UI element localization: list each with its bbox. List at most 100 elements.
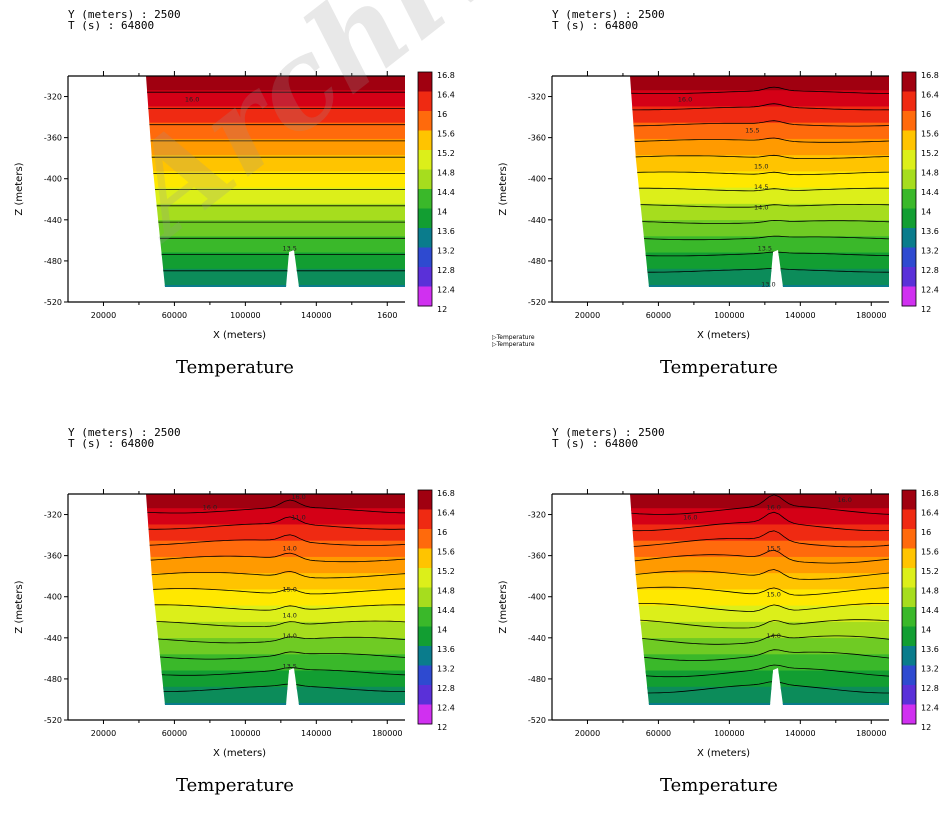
- contour-label: 16.0: [766, 503, 780, 511]
- contour-line: [630, 634, 889, 645]
- x-tick-label: 100000: [714, 729, 745, 738]
- colorbar-tick-label: 14.4: [921, 606, 939, 615]
- temperature-band: [630, 573, 889, 593]
- temperature-band: [630, 654, 889, 674]
- temperature-band: [630, 138, 889, 159]
- colorbar-tick-label: 16.8: [437, 71, 455, 80]
- temperature-band: [146, 494, 405, 512]
- colorbar-swatch: [418, 267, 432, 287]
- contour-line: [146, 636, 405, 644]
- colorbar-swatch: [418, 665, 432, 686]
- temperature-band: [630, 171, 889, 191]
- temperature-band: [630, 76, 889, 94]
- colorbar-swatch: [418, 626, 432, 647]
- colorbar-tick-label: 16: [921, 110, 931, 119]
- colorbar-swatch: [902, 91, 916, 112]
- colorbar-swatch: [418, 247, 432, 268]
- x-axis-label: X (meters): [213, 748, 266, 758]
- colorbar-tick-label: 14: [921, 208, 931, 217]
- contour-label: 15.0: [754, 162, 768, 170]
- temperature-band: [146, 90, 405, 110]
- temperature-field: [624, 76, 894, 336]
- x-tick-label: 180000: [856, 729, 887, 738]
- contour-label: 14.0: [282, 632, 296, 640]
- colorbar-swatch: [902, 568, 916, 588]
- contour-label: 16.0: [203, 503, 217, 511]
- colorbar-swatch: [418, 587, 432, 608]
- temperature-band: [630, 236, 889, 256]
- colorbar-swatch: [418, 228, 432, 248]
- contour-plot: -320 -360 -400 -440 -480 -520 20000 60000 100000…: [14, 71, 455, 340]
- colorbar-tick-label: 13.6: [437, 227, 455, 236]
- colorbar-swatch: [902, 548, 916, 569]
- y-tick-label: -400: [528, 593, 546, 602]
- plot-title: Temperature: [660, 775, 778, 796]
- x-tick-label: 140000: [301, 311, 332, 320]
- y-axis-label: Z (meters): [14, 162, 25, 215]
- contour-line: [630, 619, 889, 629]
- y-axis-label: Z (meters): [14, 580, 25, 633]
- y-tick-label: -480: [528, 675, 546, 684]
- colorbar-tick-label: 12.4: [921, 286, 939, 295]
- contour-line: [630, 530, 889, 548]
- temperature-band: [630, 252, 889, 272]
- colorbar-swatch: [418, 286, 432, 307]
- colorbar-tick-label: 12.8: [921, 266, 939, 275]
- colorbar-tick-label: 16.4: [921, 509, 939, 518]
- y-label: Y (meters) : 2500: [552, 426, 665, 439]
- colorbar-tick-label: 16: [437, 110, 447, 119]
- colorbar-tick-label: 16: [921, 528, 931, 537]
- t-label: T (s) : 64800: [68, 437, 155, 450]
- contour-label: 14.5: [754, 183, 768, 191]
- colorbar-tick-label: 16.4: [437, 509, 455, 518]
- temperature-band: [146, 524, 405, 544]
- x-tick-label: 140000: [785, 311, 816, 320]
- contour-label: 15.0: [282, 586, 296, 594]
- colorbar-swatch: [902, 490, 916, 510]
- colorbar-swatch: [418, 646, 432, 666]
- colorbar-tick-label: 15.6: [921, 548, 939, 557]
- contour-line: [630, 187, 889, 192]
- y-axis-label: Z (meters): [498, 162, 509, 215]
- colorbar-tick-label: 15.2: [437, 149, 455, 158]
- y-tick-label: -520: [528, 298, 546, 307]
- y-tick-label: -360: [44, 134, 62, 143]
- colorbar-swatch: [418, 111, 432, 131]
- x-tick-label: 100000: [230, 311, 261, 320]
- colorbar-swatch: [418, 704, 432, 725]
- temperature-band: [146, 589, 405, 609]
- temperature-band: [146, 220, 405, 240]
- contour-label: 13.0: [761, 281, 775, 289]
- colorbar-swatch: [418, 529, 432, 549]
- colorbar-tick-label: 14.8: [437, 169, 455, 178]
- contour-line: [146, 516, 405, 530]
- colorbar-swatch: [902, 509, 916, 530]
- y-axis-label: Z (meters): [498, 580, 509, 633]
- contour-line: [146, 604, 405, 611]
- x-tick-label: 100000: [714, 311, 745, 320]
- x-tick-label: 60000: [646, 311, 671, 320]
- contour-line: [630, 219, 889, 224]
- x-tick-label: 140000: [785, 729, 816, 738]
- contour-line: [146, 588, 405, 595]
- colorbar-swatch: [902, 587, 916, 608]
- colorbar-swatch: [418, 509, 432, 530]
- contour-label: 13.5: [282, 663, 296, 671]
- y-tick-label: -320: [528, 511, 546, 520]
- colorbar-frame: [417, 489, 433, 725]
- panel-top-right: Y (meters) : 2500 T (s) : 64800 -320 -360-…: [484, 0, 947, 395]
- y-tick-label: -400: [44, 175, 62, 184]
- colorbar-swatch: [418, 685, 432, 705]
- x-tick-label: 20000: [91, 311, 116, 320]
- contour-label: 14.0: [282, 545, 296, 553]
- temperature-band: [146, 638, 405, 658]
- colorbar-tick-label: 12.8: [921, 684, 939, 693]
- y-tick-label: -520: [44, 298, 62, 307]
- temperature-band: [624, 317, 894, 336]
- x-tick-label: 20000: [575, 729, 600, 738]
- colorbar-swatch: [418, 91, 432, 112]
- temperature-band: [146, 621, 405, 642]
- temperature-band: [140, 735, 410, 754]
- colorbar-swatch: [902, 529, 916, 549]
- contour-line: [630, 681, 889, 694]
